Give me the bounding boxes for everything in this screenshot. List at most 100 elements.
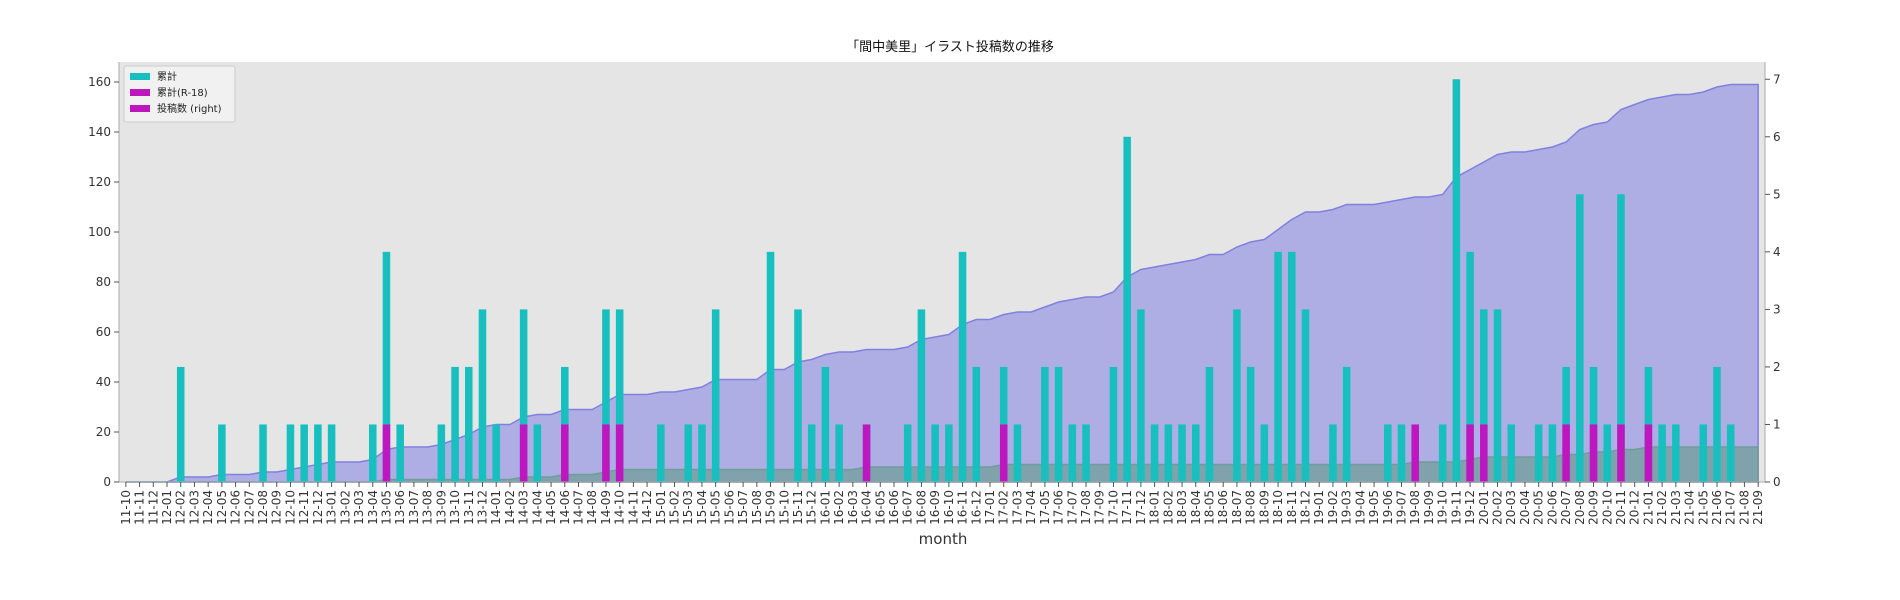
- x-tick-label: 18-03: [1175, 490, 1189, 525]
- x-tick-label: 20-08: [1573, 490, 1587, 525]
- x-tick-label: 12-06: [229, 490, 243, 525]
- bar-2-99: [1480, 309, 1488, 482]
- bar-3-19: [382, 424, 391, 482]
- x-tick-label: 21-05: [1696, 490, 1710, 525]
- bar-2-67: [1041, 366, 1049, 482]
- bar-3-98: [1466, 424, 1474, 482]
- bar-3-107: [1589, 424, 1598, 482]
- bar-2-73: [1123, 136, 1131, 483]
- x-tick-label: 17-10: [1106, 490, 1120, 525]
- x-tick-label: 19-12: [1463, 490, 1477, 525]
- x-tick-label: 21-03: [1669, 490, 1683, 525]
- x-tick-label: 13-05: [379, 490, 393, 525]
- bar-2-105: [1562, 366, 1570, 482]
- bar-2-78: [1191, 424, 1200, 482]
- bar-2-111: [1644, 366, 1653, 482]
- x-tick-label: 17-03: [1010, 490, 1024, 525]
- x-tick-label: 17-11: [1120, 490, 1134, 525]
- x-tick-label: 15-04: [695, 490, 709, 525]
- x-tick-label: 21-02: [1655, 490, 1669, 525]
- bar-2-115: [1699, 424, 1708, 482]
- x-tick-label: 20-05: [1532, 490, 1546, 525]
- x-tick-label: 20-06: [1545, 490, 1559, 525]
- bar-2-62: [972, 366, 981, 482]
- bar-2-117: [1726, 424, 1735, 482]
- legend-swatch: [130, 73, 150, 80]
- bar-3-35: [602, 424, 610, 482]
- x-tick-label: 13-06: [393, 490, 407, 525]
- x-tick-label: 18-06: [1216, 490, 1230, 525]
- bar-2-19: [382, 251, 391, 482]
- x-tick-label: 18-08: [1244, 490, 1258, 525]
- x-tick-label: 13-09: [434, 490, 448, 525]
- x-tick-label: 12-08: [256, 490, 270, 525]
- bar-2-108: [1603, 424, 1612, 482]
- x-tick-label: 13-08: [421, 490, 435, 525]
- x-tick-label: 17-12: [1134, 490, 1148, 525]
- bar-2-60: [945, 424, 953, 482]
- x-tick-label: 14-10: [613, 490, 627, 525]
- right-y-axis: 0 1 2 3 4 5 6 7: [1764, 62, 1781, 489]
- x-tick-label: 16-11: [956, 490, 970, 525]
- bar-2-27: [492, 424, 500, 482]
- bar-2-50: [807, 424, 816, 482]
- bar-2-75: [1150, 424, 1159, 482]
- x-tick-label: 11-11: [133, 490, 147, 525]
- bar-2-68: [1054, 366, 1063, 482]
- bar-2-57: [903, 424, 912, 482]
- bar-2-36: [615, 309, 624, 482]
- bar-3-111: [1644, 424, 1653, 482]
- chart-title: 「間中美里」イラスト投稿数の推移: [846, 39, 1054, 55]
- x-tick-label: 15-12: [805, 490, 819, 525]
- bar-3-105: [1562, 424, 1570, 482]
- x-tick-label: 20-11: [1614, 490, 1628, 525]
- bar-series-group: [176, 79, 1735, 483]
- x-tick-label: 13-12: [475, 490, 489, 525]
- x-tick-label: 17-01: [983, 490, 997, 525]
- x-tick-label: 12-09: [270, 490, 284, 525]
- x-tick-label: 17-05: [1038, 490, 1052, 525]
- x-tick-label: 15-07: [736, 490, 750, 525]
- x-tick-label: 15-11: [791, 490, 805, 525]
- x-tick-label: 20-09: [1587, 490, 1601, 525]
- x-tick-label: 18-02: [1161, 490, 1175, 525]
- x-tick-label: 18-04: [1189, 490, 1203, 525]
- x-tick-label: 14-09: [599, 490, 613, 525]
- right-tick-label: 5: [1773, 187, 1781, 201]
- x-tick-label: 15-02: [668, 490, 682, 525]
- right-tick-label: 4: [1773, 245, 1781, 259]
- x-tick-label: 16-02: [832, 490, 846, 525]
- x-tick-label: 15-03: [681, 490, 695, 525]
- x-tick-label: 13-02: [338, 490, 352, 525]
- x-tick-label: 21-09: [1751, 490, 1765, 525]
- x-tick-label: 11-12: [146, 490, 160, 525]
- x-tick-label: 13-10: [448, 490, 462, 525]
- x-tick-label: 15-08: [750, 490, 764, 525]
- x-tick-label: 14-04: [530, 490, 544, 525]
- right-tick-label: 3: [1773, 302, 1781, 316]
- x-tick-label: 14-02: [503, 490, 517, 525]
- bar-2-72: [1109, 366, 1118, 482]
- x-tick-label: 13-04: [366, 490, 380, 525]
- right-tick-label: 0: [1773, 475, 1781, 489]
- x-tick-label: 14-07: [572, 490, 586, 525]
- x-tick-label: 13-07: [407, 490, 421, 525]
- bar-2-10: [259, 424, 267, 482]
- x-tick-label: 18-07: [1230, 490, 1244, 525]
- x-tick-label: 15-10: [777, 490, 791, 525]
- x-tick-label: 19-08: [1408, 490, 1422, 525]
- bar-2-112: [1658, 424, 1666, 482]
- x-tick-label: 19-01: [1312, 490, 1326, 525]
- bar-2-79: [1205, 366, 1214, 482]
- legend-label: 累計(R-18): [157, 86, 208, 99]
- left-tick-label: 60: [96, 325, 111, 339]
- bar-2-82: [1246, 366, 1255, 482]
- x-tick-label: 16-12: [969, 490, 983, 525]
- left-tick-label: 0: [103, 475, 111, 489]
- left-tick-label: 160: [88, 75, 111, 89]
- bar-2-35: [602, 309, 610, 482]
- right-tick-label: 1: [1773, 417, 1781, 431]
- x-tick-label: 14-03: [517, 490, 531, 525]
- x-tick-label: 12-11: [297, 490, 311, 525]
- x-tick-label: 12-03: [187, 490, 201, 525]
